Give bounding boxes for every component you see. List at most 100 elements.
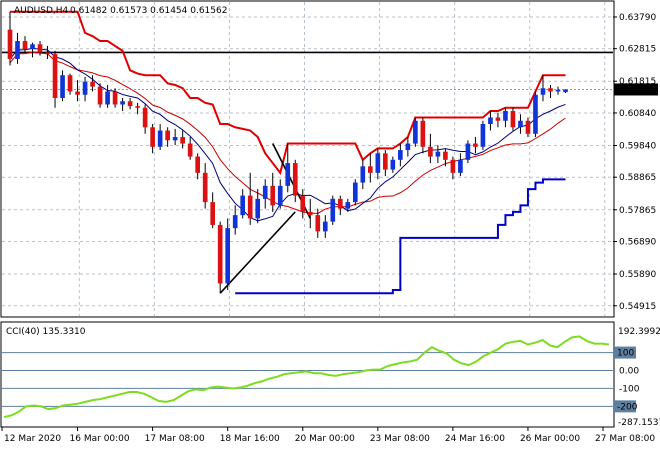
- candle-body: [285, 163, 291, 186]
- candle-body: [105, 91, 110, 105]
- candle: [367, 153, 373, 183]
- candle-body: [30, 44, 35, 50]
- candle-body: [225, 228, 231, 284]
- candle: [533, 91, 538, 138]
- time-axis: 12 Mar 2020 16 Mar 00:00 17 Mar 08:00 18 Ma…: [1, 427, 655, 444]
- candle: [52, 50, 58, 108]
- candle: [390, 156, 396, 173]
- candle: [37, 41, 43, 56]
- candle: [255, 189, 261, 224]
- time-tick-label: 26 Mar 00:00: [520, 434, 580, 444]
- price-tick-label: 0.63790: [619, 13, 656, 23]
- candle: [480, 120, 486, 151]
- indicator-level-label: 0.00: [619, 367, 639, 377]
- candle: [473, 137, 478, 154]
- candle: [420, 117, 426, 154]
- candle: [465, 140, 471, 164]
- candle-body: [165, 130, 170, 141]
- candle: [22, 36, 28, 53]
- indicator-grid: [2, 352, 613, 407]
- time-tick-label: 27 Mar 08:00: [595, 434, 655, 444]
- candle-body: [60, 75, 65, 98]
- candle-body: [420, 120, 426, 147]
- price-tick-label: 0.59840: [619, 141, 656, 151]
- candle-body: [533, 94, 538, 134]
- candle: [112, 88, 118, 108]
- candle-body: [180, 137, 185, 144]
- candle: [105, 84, 110, 108]
- cci-line: [3, 335, 610, 419]
- candle-body: [563, 89, 568, 93]
- candle: [210, 192, 216, 229]
- candle: [510, 107, 516, 131]
- price-tick-label: 0.61815: [619, 77, 656, 87]
- candle: [413, 117, 418, 147]
- candle-body: [195, 156, 200, 173]
- candle: [187, 137, 193, 160]
- candle-body: [548, 88, 553, 92]
- candle-body: [495, 117, 501, 121]
- candle: [180, 130, 185, 149]
- candle: [330, 195, 336, 225]
- candle-body: [525, 120, 531, 134]
- candle: [232, 205, 238, 235]
- candle: [82, 76, 88, 102]
- candle-body: [67, 75, 73, 92]
- candle-body: [540, 88, 546, 95]
- candle: [488, 111, 493, 131]
- current-price-box: [614, 83, 658, 96]
- candle-body: [443, 151, 448, 160]
- candle: [398, 143, 403, 167]
- candle-body: [458, 159, 463, 173]
- indicator-level-label: 100: [617, 349, 634, 359]
- candle-body: [450, 159, 456, 173]
- candle-body: [217, 224, 223, 284]
- indicator-title: CCI(40) 135.3310: [6, 327, 86, 337]
- candle: [450, 156, 456, 180]
- candle: [217, 221, 223, 294]
- candle-body: [555, 89, 561, 92]
- candle-body: [352, 182, 358, 203]
- candle-body: [330, 198, 336, 222]
- candle: [195, 153, 200, 180]
- candle: [495, 112, 501, 128]
- time-tick-label: 20 Mar 00:00: [295, 434, 355, 444]
- price-tick-label: 0.57865: [619, 206, 656, 216]
- candle: [352, 179, 358, 206]
- candle-body: [345, 202, 351, 209]
- cci-path: [3, 335, 610, 419]
- time-tick-label: 23 Mar 08:00: [370, 434, 430, 444]
- candle: [285, 143, 291, 193]
- candle-body: [390, 159, 396, 170]
- candle-body: [202, 172, 208, 203]
- candle: [150, 124, 155, 154]
- candle-body: [22, 41, 28, 50]
- indicator-axis: 100 0.00 -100 -200: [614, 346, 640, 413]
- candle: [292, 159, 298, 203]
- candle: [322, 215, 328, 238]
- candle-body: [127, 101, 133, 107]
- indicator-level-box: [614, 346, 636, 359]
- indicator-panel[interactable]: [0, 321, 615, 428]
- candle: [127, 97, 133, 110]
- candle: [337, 195, 343, 216]
- candle-body: [428, 146, 433, 157]
- candle-body: [375, 153, 381, 173]
- candle-body: [262, 185, 268, 199]
- price-tick-label: 0.62815: [619, 45, 656, 55]
- price-panel[interactable]: [0, 0, 615, 318]
- time-tick-label: 17 Mar 08:00: [145, 434, 205, 444]
- candle: [428, 133, 433, 164]
- candle: [225, 218, 231, 290]
- candle-body: [435, 151, 441, 157]
- candle: [247, 172, 253, 225]
- candle: [30, 42, 35, 58]
- candle: [555, 86, 561, 95]
- candle-body: [97, 86, 103, 105]
- indicator-level-label: -200: [617, 402, 638, 412]
- candle: [120, 97, 125, 112]
- indicator-min-label: -287.1537: [618, 418, 660, 428]
- candle-body: [518, 120, 523, 128]
- candle-body: [315, 215, 321, 232]
